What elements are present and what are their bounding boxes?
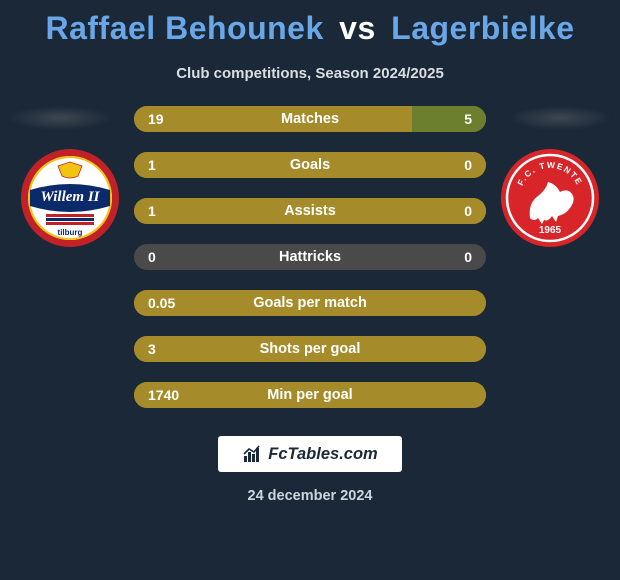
svg-text:1965: 1965 — [539, 225, 562, 236]
branding-text: FcTables.com — [268, 445, 377, 464]
stat-label: Shots per goal — [134, 341, 486, 357]
stat-bar: 1Assists0 — [134, 198, 486, 224]
club-badge-right: F.C. TWENTE 1965 — [500, 148, 600, 248]
vs-text: vs — [339, 10, 376, 46]
stat-bar: 19Matches5 — [134, 106, 486, 132]
competition-subtitle: Club competitions, Season 2024/2025 — [0, 65, 620, 82]
stat-label: Goals — [134, 157, 486, 173]
branding-box: FcTables.com — [218, 436, 402, 472]
stat-value-right: 0 — [464, 157, 472, 173]
comparison-title: Raffael Behounek vs Lagerbielke — [0, 0, 620, 47]
stat-bar: 0Hattricks0 — [134, 244, 486, 270]
stat-value-right: 5 — [464, 111, 472, 127]
stat-bar: 1Goals0 — [134, 152, 486, 178]
stat-label: Goals per match — [134, 295, 486, 311]
stat-label: Min per goal — [134, 387, 486, 403]
stat-bar: 3Shots per goal — [134, 336, 486, 362]
player2-name: Lagerbielke — [391, 10, 574, 46]
willem-ii-crest-icon: Willem II tilburg — [20, 148, 120, 248]
svg-text:Willem II: Willem II — [40, 189, 100, 205]
stat-bars-container: 19Matches51Goals01Assists00Hattricks00.0… — [134, 106, 486, 408]
stat-label: Hattricks — [134, 249, 486, 265]
club-badge-left: Willem II tilburg — [20, 148, 120, 248]
badge-shadow-right — [509, 106, 611, 130]
stat-value-right: 0 — [464, 249, 472, 265]
stat-label: Matches — [134, 111, 486, 127]
fctables-logo-icon — [242, 444, 264, 464]
stat-bar: 0.05Goals per match — [134, 290, 486, 316]
svg-text:tilburg: tilburg — [58, 228, 83, 237]
player1-name: Raffael Behounek — [45, 10, 323, 46]
fc-twente-crest-icon: F.C. TWENTE 1965 — [500, 148, 600, 248]
stat-bar: 1740Min per goal — [134, 382, 486, 408]
stat-label: Assists — [134, 203, 486, 219]
date-line: 24 december 2024 — [0, 488, 620, 504]
comparison-area: Willem II tilburg F.C. TWENTE 1965 19Mat… — [0, 106, 620, 408]
stat-value-right: 0 — [464, 203, 472, 219]
badge-shadow-left — [9, 106, 111, 130]
